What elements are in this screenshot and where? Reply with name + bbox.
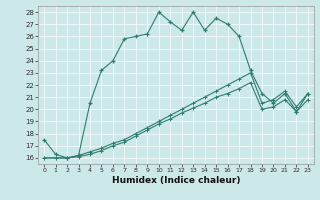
X-axis label: Humidex (Indice chaleur): Humidex (Indice chaleur) — [112, 176, 240, 185]
